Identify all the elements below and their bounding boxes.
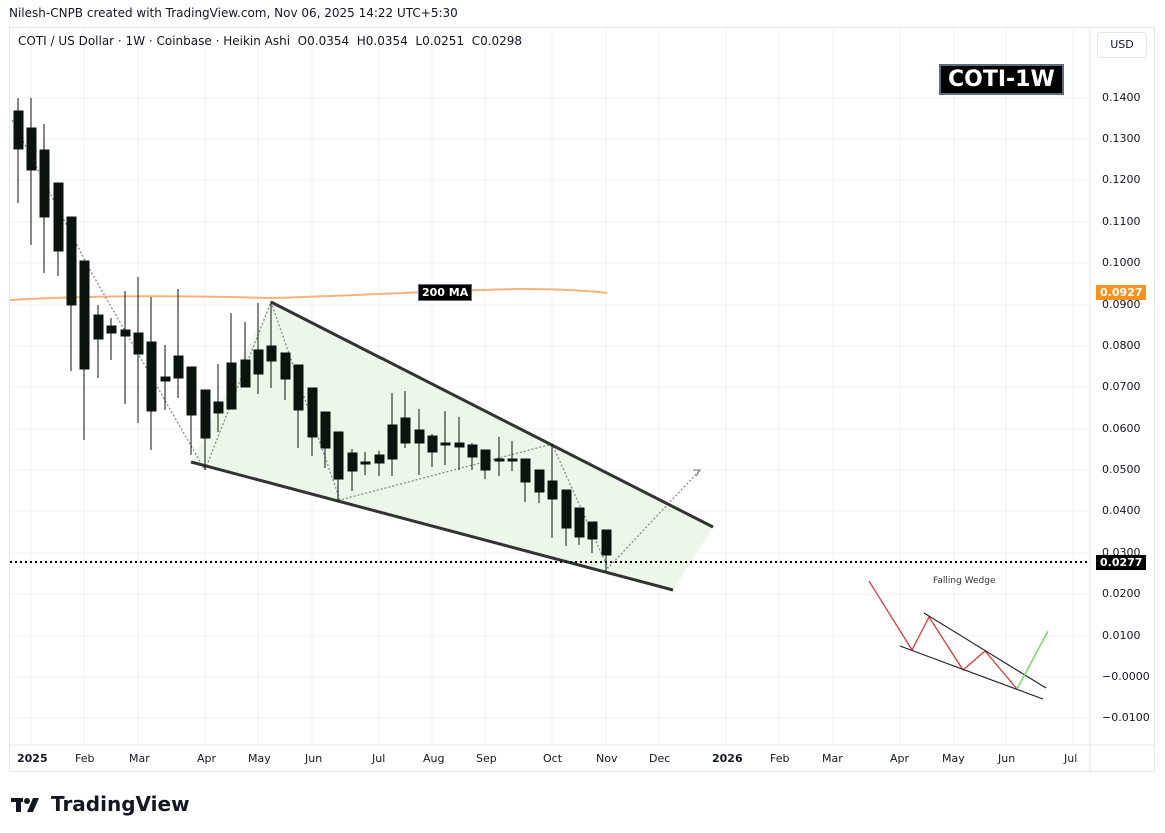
y-tick: 0.1000 — [1102, 256, 1141, 269]
x-tick: Jun — [305, 752, 323, 765]
h-grid — [10, 97, 1090, 719]
x-tick: May — [942, 752, 965, 765]
x-tick: Nov — [596, 752, 618, 765]
zigzag-dotted-path — [11, 119, 701, 570]
falling-wedge-inset-illustration — [868, 580, 1049, 700]
y-tick: 0.0800 — [1102, 339, 1141, 352]
last-price-badge: 0.0277 — [1096, 555, 1147, 570]
x-tick: Apr — [197, 752, 217, 765]
y-tick: 0.0600 — [1102, 422, 1141, 435]
tradingview-wordmark: TradingView — [51, 792, 190, 816]
ma200-label: 200 MA — [418, 284, 473, 301]
x-tick: Dec — [649, 752, 671, 765]
inset-title: Falling Wedge — [933, 576, 996, 586]
x-tick: Aug — [423, 752, 445, 765]
x-tick: Jul — [1064, 752, 1078, 765]
y-tick: 0.1400 — [1102, 91, 1141, 104]
y-tick: 0.0100 — [1102, 629, 1141, 642]
falling-wedge-fill — [191, 302, 713, 590]
y-tick: 0.1300 — [1102, 132, 1141, 145]
x-tick: 2025 — [17, 752, 48, 765]
x-tick: Sep — [476, 752, 497, 765]
x-tick: Mar — [129, 752, 150, 765]
x-tick: Oct — [543, 752, 563, 765]
x-tick: 2026 — [712, 752, 743, 765]
currency-button[interactable]: USD — [1097, 32, 1147, 58]
x-tick: Feb — [75, 752, 95, 765]
tradingview-logo[interactable]: TradingView — [11, 792, 190, 816]
y-tick: 0.0200 — [1102, 587, 1141, 600]
y-tick: 0.0500 — [1102, 463, 1141, 476]
x-tick: Apr — [890, 752, 910, 765]
projection-arrow — [693, 469, 702, 477]
chart-title-badge: COTI-1W — [939, 64, 1064, 95]
x-tick: Jun — [998, 752, 1016, 765]
y-tick: 0.0900 — [1102, 298, 1141, 311]
x-tick: Jul — [372, 752, 386, 765]
wedge-upper-trendline — [270, 300, 714, 529]
chart-frame — [9, 27, 1155, 772]
y-tick: −0.0100 — [1102, 711, 1150, 724]
candles — [13, 98, 612, 572]
ma200-line — [9, 287, 608, 301]
x-tick: May — [248, 752, 271, 765]
x-tick: Feb — [770, 752, 790, 765]
y-tick: 0.0700 — [1102, 380, 1141, 393]
ma200-price-badge: 0.0927 — [1096, 285, 1147, 300]
y-tick: −0.0000 — [1102, 670, 1150, 683]
symbol-legend: COTI / US Dollar · 1W · Coinbase · Heiki… — [18, 34, 523, 48]
tradingview-logo-icon — [11, 798, 39, 812]
y-tick: 0.0400 — [1102, 504, 1141, 517]
y-tick: 0.1200 — [1102, 173, 1141, 186]
x-tick: Mar — [822, 752, 843, 765]
wedge-lower-trendline — [190, 460, 674, 592]
y-tick: 0.1100 — [1102, 215, 1141, 228]
chart-credit: Nilesh-CNPB created with TradingView.com… — [9, 6, 458, 20]
